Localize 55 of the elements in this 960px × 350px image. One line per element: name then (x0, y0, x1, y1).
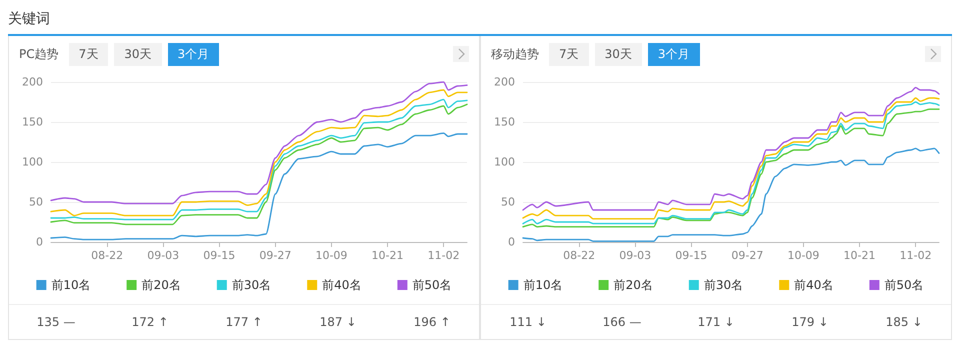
text: 179 ↓ (792, 315, 828, 329)
text: 177 ↑ (226, 315, 262, 329)
text: 30天 (114, 42, 162, 66)
y-tick-label: 150 (22, 116, 43, 128)
text: 185 ↓ (886, 315, 922, 329)
text: 111 ↓ (510, 315, 546, 329)
text: 196 ↑ (414, 315, 450, 329)
y-tick-label: 200 (22, 76, 43, 88)
x-tick-label: 08-22 (91, 249, 124, 262)
legend-label: 前50名 (884, 278, 924, 292)
y-tick-label: 0 (508, 236, 515, 248)
x-tick-label: 11-02 (900, 249, 932, 262)
chart-title: PC趋势 (19, 46, 59, 62)
legend-label: 前10名 (523, 278, 563, 292)
y-tick-label: 50 (501, 196, 515, 208)
x-tick-label: 08-22 (563, 249, 596, 262)
text: 3个月 (168, 42, 220, 66)
legend-label: 前40名 (322, 278, 362, 292)
text: 187 ↓ (320, 315, 356, 329)
legend-label: 前30名 (232, 278, 272, 292)
text: 166 — (602, 315, 642, 329)
text: 7天 (549, 42, 589, 66)
legend-label: 前10名 (51, 278, 91, 292)
line-series (522, 148, 940, 242)
legend-label: 前40名 (794, 278, 834, 292)
text: 135 — (36, 315, 76, 329)
x-tick-label: 09-27 (259, 249, 292, 262)
legend-label: 前50名 (412, 278, 452, 292)
x-tick-label: 09-15 (203, 249, 236, 262)
x-tick-label: 11-02 (428, 249, 460, 262)
legend-label: 前20名 (142, 278, 181, 292)
y-tick-label: 200 (494, 76, 515, 88)
text: 关键词 (8, 8, 952, 36)
x-tick-label: 10-09 (315, 249, 348, 262)
y-tick-label: 100 (22, 156, 43, 168)
y-tick-label: 100 (494, 156, 515, 168)
text: 3个月 (648, 42, 700, 66)
x-tick-label: 09-03 (619, 249, 652, 262)
text: 171 ↓ (698, 315, 734, 329)
line-series (50, 132, 468, 240)
y-tick-label: 50 (29, 196, 43, 208)
x-tick-label: 09-03 (147, 249, 180, 262)
x-tick-label: 10-21 (844, 249, 876, 262)
text: 30天 (594, 42, 642, 66)
x-tick-label: 09-27 (731, 249, 764, 262)
y-tick-label: 0 (36, 236, 43, 248)
text: 7天 (68, 42, 108, 66)
text: 172 ↑ (132, 315, 168, 329)
x-tick-label: 10-09 (787, 249, 820, 262)
chart-title: 移动趋势 (491, 46, 539, 62)
y-tick-label: 150 (494, 116, 515, 128)
x-tick-label: 09-15 (675, 249, 708, 262)
legend-label: 前30名 (704, 278, 744, 292)
x-tick-label: 10-21 (372, 249, 404, 262)
legend-label: 前20名 (614, 278, 653, 292)
